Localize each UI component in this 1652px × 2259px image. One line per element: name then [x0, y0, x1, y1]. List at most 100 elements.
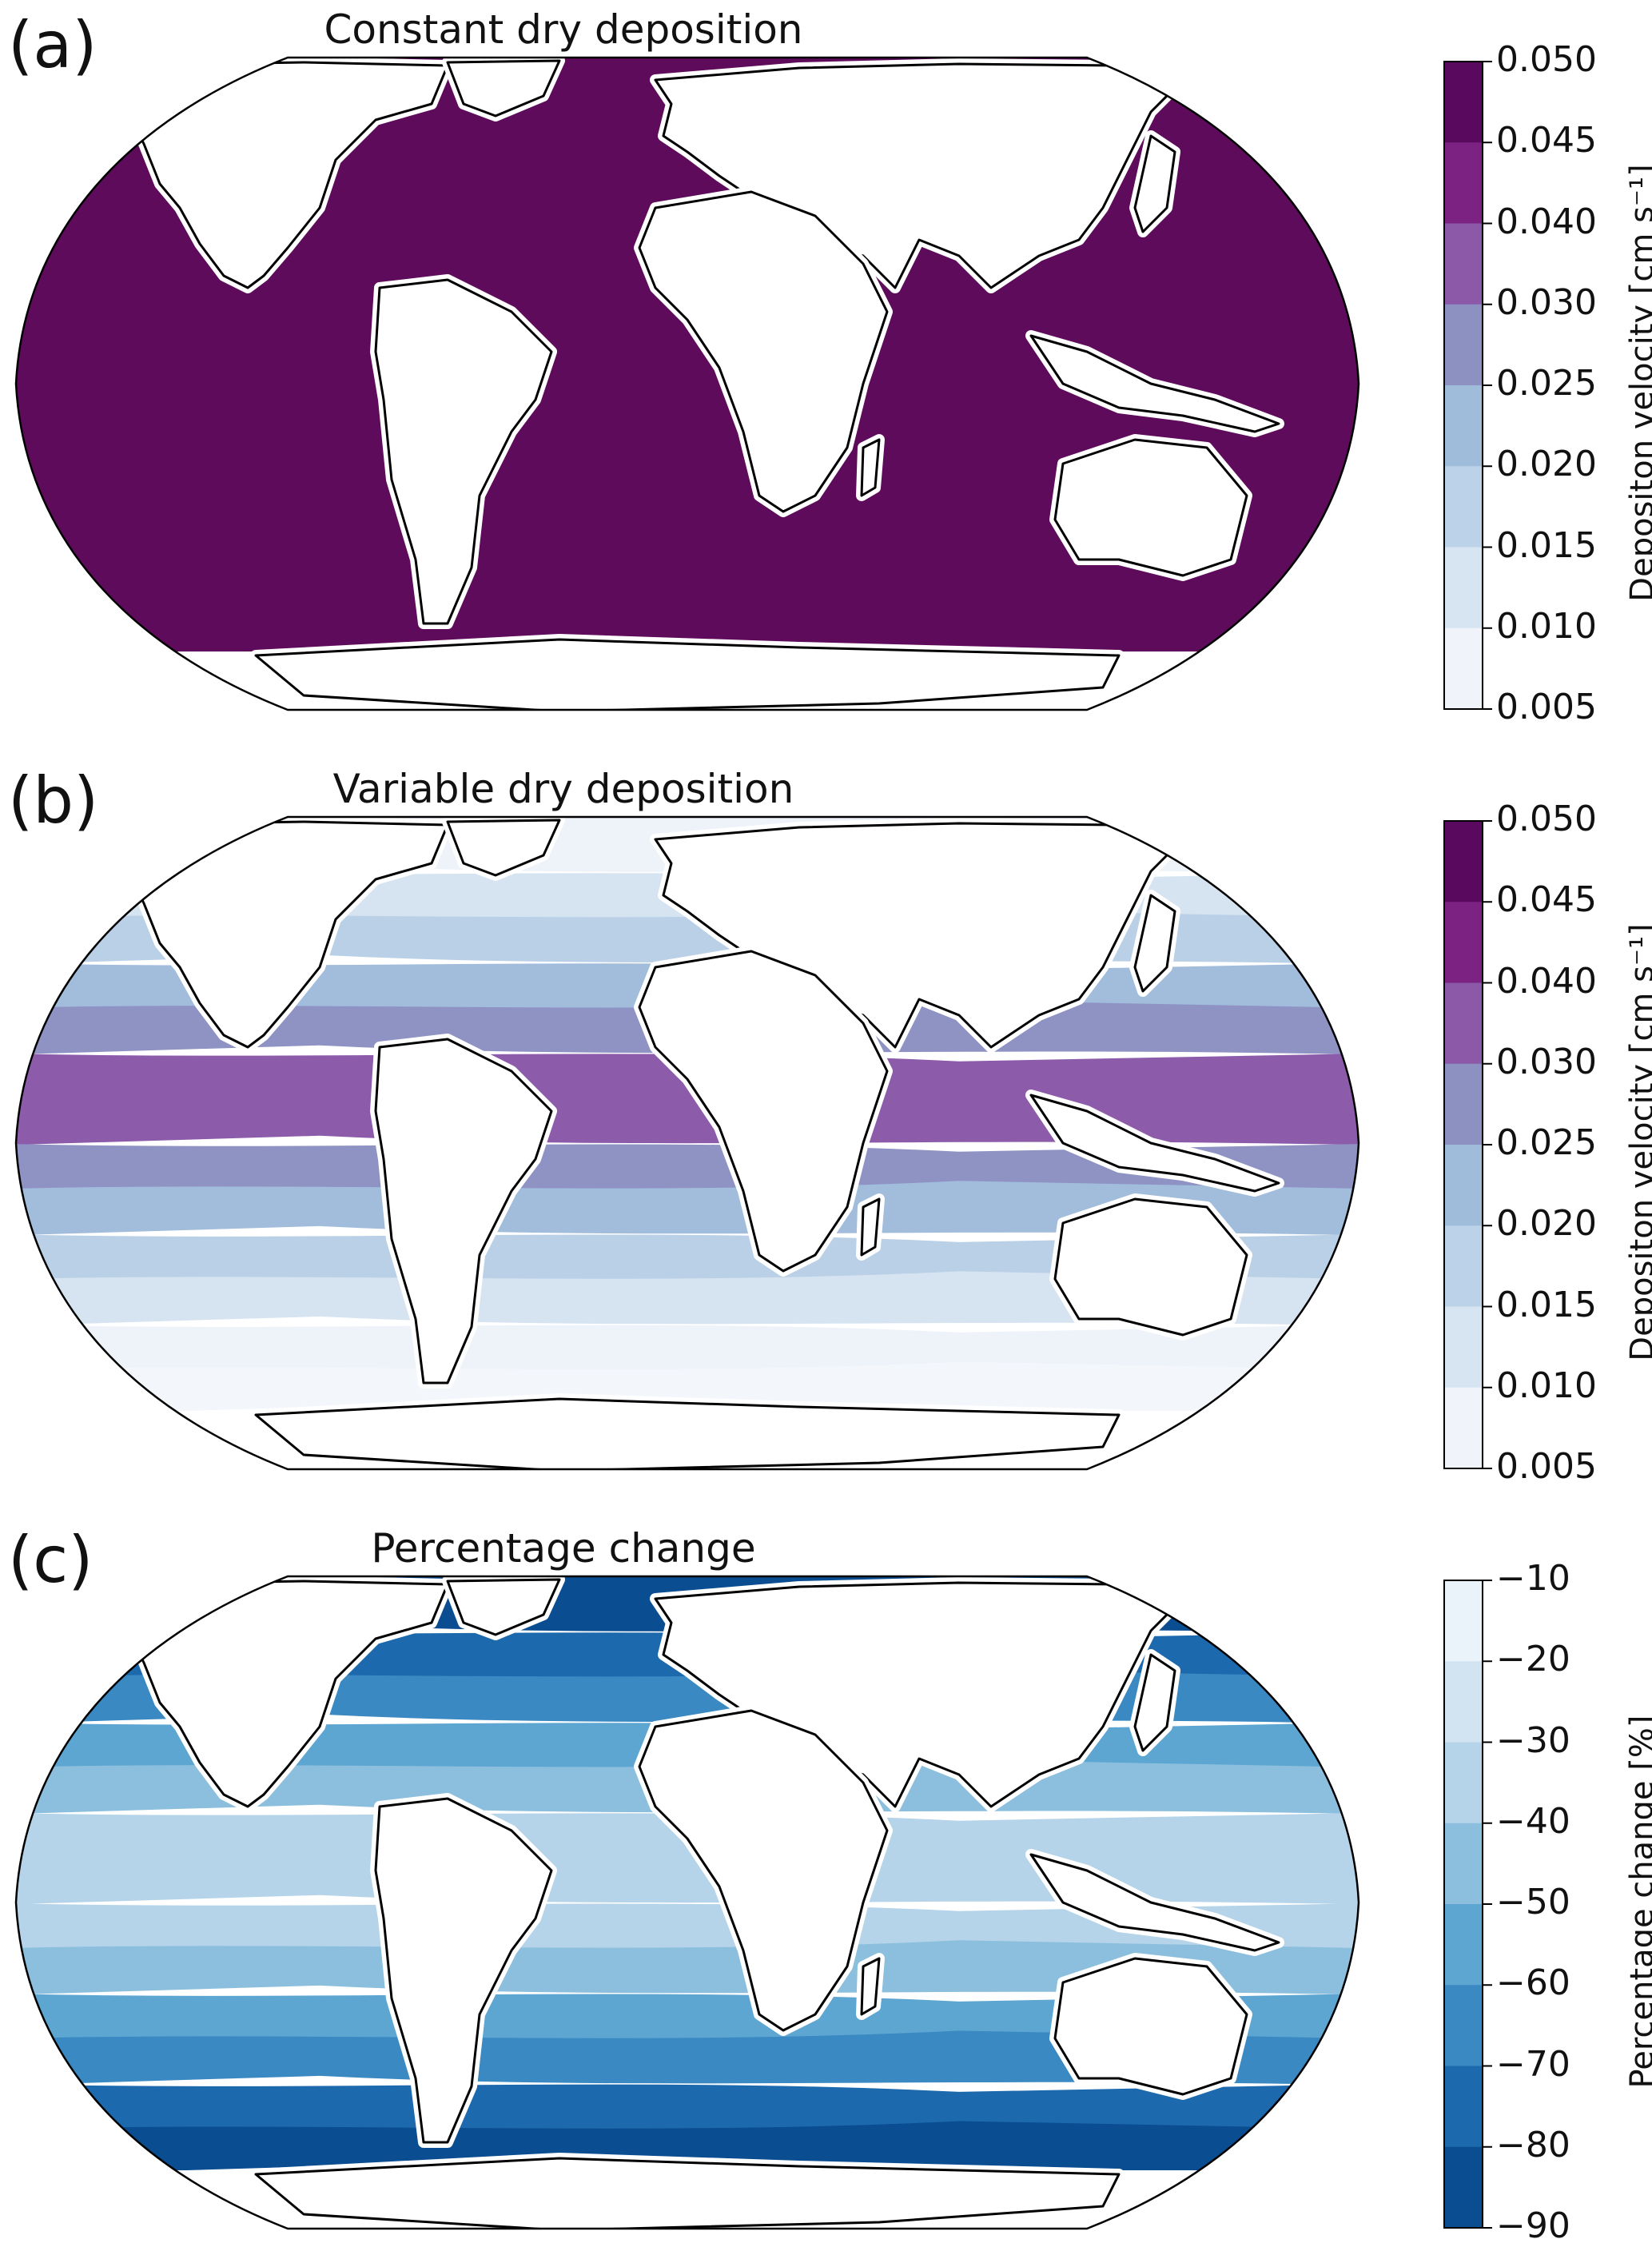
map-frame [14, 56, 1360, 711]
ocean-band [16, 1361, 1359, 1416]
madagascar-land [860, 1957, 881, 2016]
ocean-band [16, 1850, 1359, 1905]
colorbar-tick-label: 0.050 [1496, 39, 1597, 80]
colorbar-tick-label: 0.010 [1496, 1365, 1597, 1406]
colorbar-tick-label: −60 [1496, 1962, 1570, 2004]
madagascar-land [860, 1197, 881, 1257]
colorbar-segment [1444, 304, 1483, 386]
indonesia-land [1029, 1094, 1280, 1193]
africa-land [638, 190, 889, 513]
colorbar-segment [1444, 547, 1483, 629]
colorbar-tick-label: 0.005 [1496, 1446, 1597, 1487]
south-america-land [374, 278, 553, 625]
map-frame [14, 815, 1360, 1471]
colorbar-panel-c [1443, 1580, 1492, 2229]
colorbar-tick-label: 0.010 [1496, 605, 1597, 647]
colorbar-segment [1444, 1063, 1483, 1145]
map-panel-b [14, 815, 1360, 1471]
indonesia-land [1029, 334, 1280, 433]
africa-land [638, 950, 889, 1273]
colorbar-a-label: Depositon velocity [cm s⁻¹] [1624, 164, 1652, 602]
colorbar-tick-label: 0.030 [1496, 1041, 1597, 1082]
ocean-band [16, 1271, 1359, 1326]
ocean-band [16, 1090, 1359, 1145]
colorbar-tick-label: 0.015 [1496, 1284, 1597, 1325]
australia-land [1053, 1197, 1248, 1337]
colorbar-segment [1444, 628, 1483, 710]
colorbar-segment [1444, 466, 1483, 548]
africa-land [638, 1709, 889, 2032]
ocean-band [16, 1181, 1359, 1236]
colorbar-tick-label: 0.040 [1496, 201, 1597, 242]
colorbar-tick-label: −20 [1496, 1639, 1570, 1680]
panel-c-letter: (c) [8, 1523, 94, 1597]
ocean-band [16, 2030, 1359, 2086]
greenland-land [446, 819, 561, 877]
colorbar-segment [1444, 2066, 1483, 2148]
colorbar-segment [1444, 2146, 1483, 2229]
colorbar-tick-label: 0.005 [1496, 687, 1597, 727]
antarctica-land [254, 638, 1121, 710]
colorbar-c-label: Percentage change [%] [1624, 1715, 1652, 2089]
colorbar-segment [1444, 1580, 1483, 1662]
greenland-land [446, 59, 561, 118]
japan-land [1133, 894, 1176, 993]
colorbar-segment [1444, 62, 1483, 143]
panel-a-title: Constant dry deposition [324, 6, 803, 53]
colorbar-tick-label: 0.015 [1496, 524, 1597, 566]
colorbar-b-label: Depositon velocity [cm s⁻¹] [1624, 923, 1652, 1361]
colorbar-tick-label: −10 [1496, 1558, 1570, 1599]
colorbar-tick-label: 0.020 [1496, 1203, 1597, 1245]
colorbar-segment [1444, 1306, 1483, 1388]
south-america-land [374, 1797, 553, 2144]
australia-land [1053, 438, 1248, 577]
colorbar-tick-label: −40 [1496, 1800, 1570, 1842]
colorbar-tick-label: −70 [1496, 2043, 1570, 2085]
ocean-band [16, 2121, 1359, 2176]
australia-land [1053, 1957, 1248, 2096]
colorbar-tick-label: 0.045 [1496, 120, 1597, 161]
colorbar-segment [1444, 1387, 1483, 1469]
colorbar-segment [1444, 385, 1483, 467]
panel-a-letter: (a) [8, 8, 98, 82]
map-frame [14, 1575, 1360, 2230]
colorbar-tick-label: 0.045 [1496, 879, 1597, 921]
antarctica-land [254, 2157, 1121, 2229]
colorbar-tick-label: 0.025 [1496, 1122, 1597, 1163]
colorbar-segment [1444, 142, 1483, 224]
colorbar-tick-label: −80 [1496, 2124, 1570, 2165]
colorbar-segment [1444, 1823, 1483, 1905]
colorbar-segment [1444, 1985, 1483, 2066]
colorbar-tick-label: 0.020 [1496, 444, 1597, 485]
ocean-band [16, 1940, 1359, 1995]
colorbar-tick-label: 0.025 [1496, 363, 1597, 404]
map-panel-a [14, 56, 1360, 711]
colorbar-segment [1444, 821, 1483, 902]
colorbar-segment [1444, 1742, 1483, 1824]
colorbar-segment [1444, 902, 1483, 983]
colorbar-tick-label: 0.030 [1496, 281, 1597, 323]
colorbar-segment [1444, 1145, 1483, 1226]
antarctica-land [254, 1397, 1121, 1469]
japan-land [1133, 1653, 1176, 1752]
colorbar-segment [1444, 1904, 1483, 1986]
colorbar-tick-label: 0.050 [1496, 799, 1597, 839]
panel-b-letter: (b) [8, 763, 99, 838]
colorbar-segment [1444, 1225, 1483, 1307]
colorbar-segment [1444, 223, 1483, 305]
colorbar-tick-label: 0.040 [1496, 960, 1597, 1002]
greenland-land [446, 1578, 561, 1636]
colorbar-tick-label: −30 [1496, 1719, 1570, 1761]
panel-b-title: Variable dry deposition [332, 766, 794, 812]
map-panel-c [14, 1575, 1360, 2230]
panel-c-title: Percentage change [371, 1525, 756, 1572]
madagascar-land [860, 438, 881, 497]
colorbar-panel-b [1443, 820, 1492, 1469]
south-america-land [374, 1038, 553, 1384]
colorbar-tick-label: −50 [1496, 1882, 1570, 1922]
colorbar-panel-a [1443, 61, 1492, 710]
colorbar-tick-label: −90 [1496, 2205, 1570, 2246]
japan-land [1133, 134, 1176, 233]
colorbar-segment [1444, 1661, 1483, 1743]
colorbar-segment [1444, 982, 1483, 1065]
